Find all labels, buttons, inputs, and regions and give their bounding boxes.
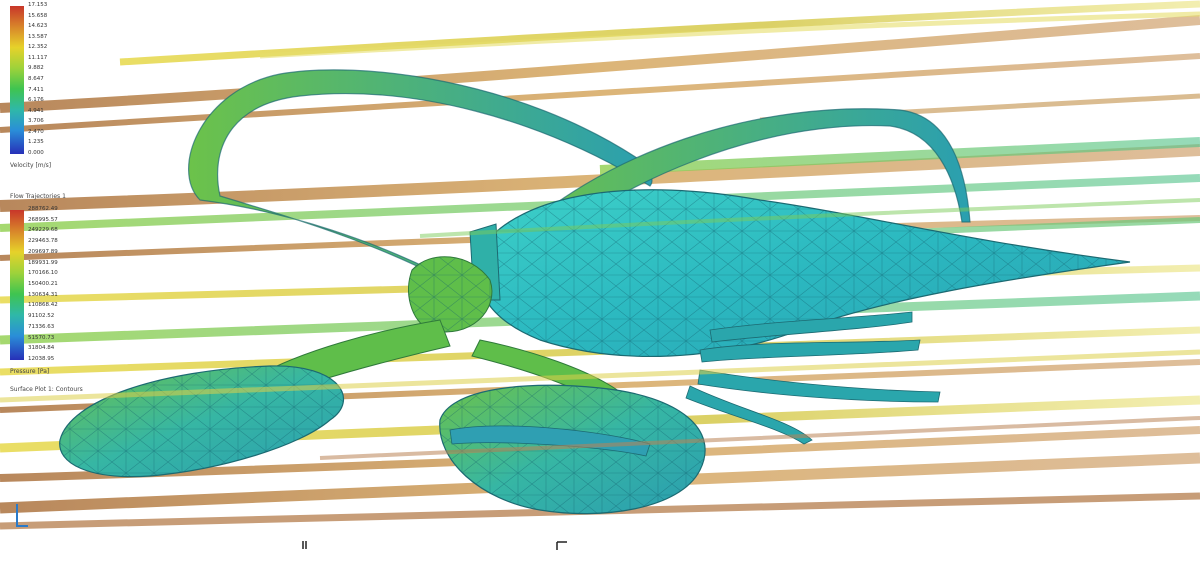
legend-tick-label: 91102.52 [28,313,55,320]
legend-tick-label: 71336.63 [28,323,55,330]
legend-tick-label: 12.352 [28,44,48,51]
legend-tick-label: 17.153 [28,2,48,8]
legend-tick-label: 31804.84 [28,345,55,352]
legend-tick-label: 249229.68 [28,227,58,234]
flow-trajectories-label: Flow Trajectories 1 [10,193,66,200]
legend-tick-label: 13.587 [28,33,48,40]
pressure-colorbar [10,210,24,360]
legend-tick-label: 7.411 [28,86,44,93]
pressure-legend-label: Pressure [Pa] [10,368,50,375]
legend-tick-label: 12038.95 [28,356,55,362]
lobster-model[interactable] [59,69,1131,515]
cropped-text-glyph [556,536,568,550]
caption-strip [0,540,1200,582]
legend-tick-label: 189931.99 [28,259,58,266]
legend-tick-label: 110868.42 [28,302,58,309]
legend-tick-label: 1.235 [28,139,44,146]
legend-tick-label: 2.470 [28,128,44,135]
leg-4 [709,311,913,343]
legend-tick-label: 209697.89 [28,248,58,255]
legend-tick-label: 6.176 [28,97,44,104]
legend-tick-label: 170166.10 [28,270,58,277]
claw-right-pincer [449,425,651,457]
legend-tick-label: 150400.21 [28,281,58,287]
leg-2 [697,369,941,403]
legend-tick-label: 288762.49 [28,206,58,212]
leg-3 [685,385,813,445]
velocity-colorbar [10,6,24,154]
cropped-text-glyph [302,536,310,549]
legend-tick-label: 51570.73 [28,334,55,341]
pressure-legend: 288762.49 268995.57 249229.68 229463.78 2096… [6,206,98,393]
legend-tick-label: 9.882 [28,65,44,72]
legend-tick-label: 3.706 [28,118,44,125]
legend-tick-label: 14.623 [28,23,48,30]
velocity-legend-label: Velocity [m/s] [10,162,52,169]
legend-tick-label: 4.941 [28,107,44,114]
flow-streamlines-front [0,198,1200,460]
leg-1 [699,339,921,363]
legend-tick-label: 130634.31 [28,291,58,298]
legend-tick-label: 0.000 [28,150,44,156]
legend-tick-label: 8.647 [28,76,44,82]
velocity-legend: 17.153 15.658 14.623 13.587 12.352 11.117 9.88… [6,2,98,171]
surface-plot-label: Surface Plot 1: Contours [10,386,83,393]
coordinate-triad-icon [14,502,30,534]
antenna-right [499,108,971,263]
legend-tick-label: 268995.57 [28,216,58,223]
legend-tick-label: 229463.78 [28,238,58,245]
legend-tick-label: 15.658 [28,12,48,19]
legend-tick-label: 11.117 [28,54,48,61]
